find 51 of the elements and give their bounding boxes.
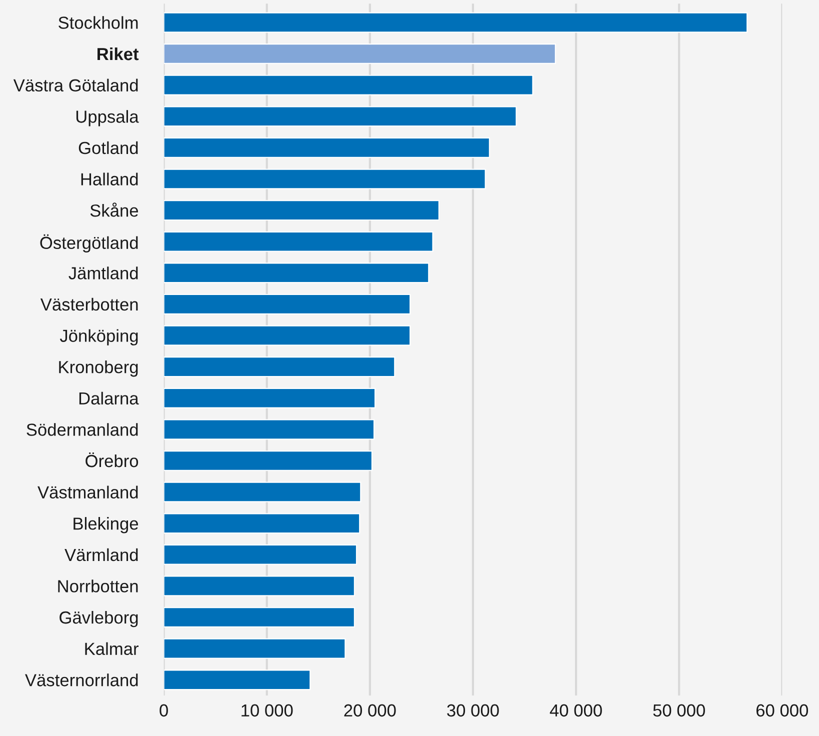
bar <box>164 482 362 502</box>
y-tick-label: Jönköping <box>60 329 138 346</box>
y-tick-label: Örebro <box>86 452 138 468</box>
bar <box>164 576 356 596</box>
bar <box>164 607 356 628</box>
y-tick-label: Norrbotten <box>58 580 138 592</box>
bar <box>164 74 534 96</box>
y-tick-label: Stockholm <box>58 16 138 29</box>
bar <box>164 325 411 346</box>
x-tick-label: 60 000 <box>756 704 808 717</box>
y-tick-label: Västerbotten <box>40 298 138 311</box>
bar <box>164 670 311 690</box>
bar <box>164 12 748 33</box>
x-tick-label: 10 000 <box>242 704 293 717</box>
y-tick-label: Södermanland <box>26 423 138 436</box>
bar <box>164 356 396 378</box>
y-tick-label: Riket <box>98 47 139 60</box>
bar <box>164 44 556 64</box>
bar <box>164 168 486 190</box>
bar <box>164 450 373 471</box>
bar <box>164 544 358 565</box>
bar <box>164 262 430 284</box>
y-tick-label: Värmland <box>64 548 138 562</box>
y-tick-label: Halland <box>81 172 138 186</box>
bar <box>164 200 440 221</box>
bar <box>164 638 346 659</box>
x-tick-label: 0 <box>160 704 168 717</box>
bar <box>164 106 517 127</box>
y-tick-label: Kronoberg <box>59 360 138 377</box>
y-tick-label: Uppsala <box>76 110 139 126</box>
y-tick-label: Blekinge <box>74 517 138 534</box>
bar <box>164 231 434 252</box>
bar <box>164 388 376 408</box>
x-tick-label: 30 000 <box>447 704 499 717</box>
x-tick-label: 40 000 <box>550 704 602 717</box>
x-tick-label: 20 000 <box>344 704 396 717</box>
bar <box>164 513 360 534</box>
bar <box>164 294 411 314</box>
y-tick-label: Västra Götaland <box>13 78 138 92</box>
y-tick-label: Gävleborg <box>60 610 138 628</box>
y-tick-label: Gotland <box>78 141 138 154</box>
y-tick-label: Kalmar <box>85 642 139 656</box>
y-tick-label: Dalarna <box>79 392 139 405</box>
y-tick-label: Skåne <box>90 202 138 217</box>
y-tick-label: Östergötland <box>40 234 138 252</box>
bar <box>164 419 375 440</box>
x-tick-label: 50 000 <box>653 704 705 717</box>
y-tick-label: Västmanland <box>38 486 138 498</box>
y-tick-label: Västernorrland <box>25 674 138 686</box>
y-tick-label: Jämtland <box>68 266 138 280</box>
bar <box>164 137 490 158</box>
